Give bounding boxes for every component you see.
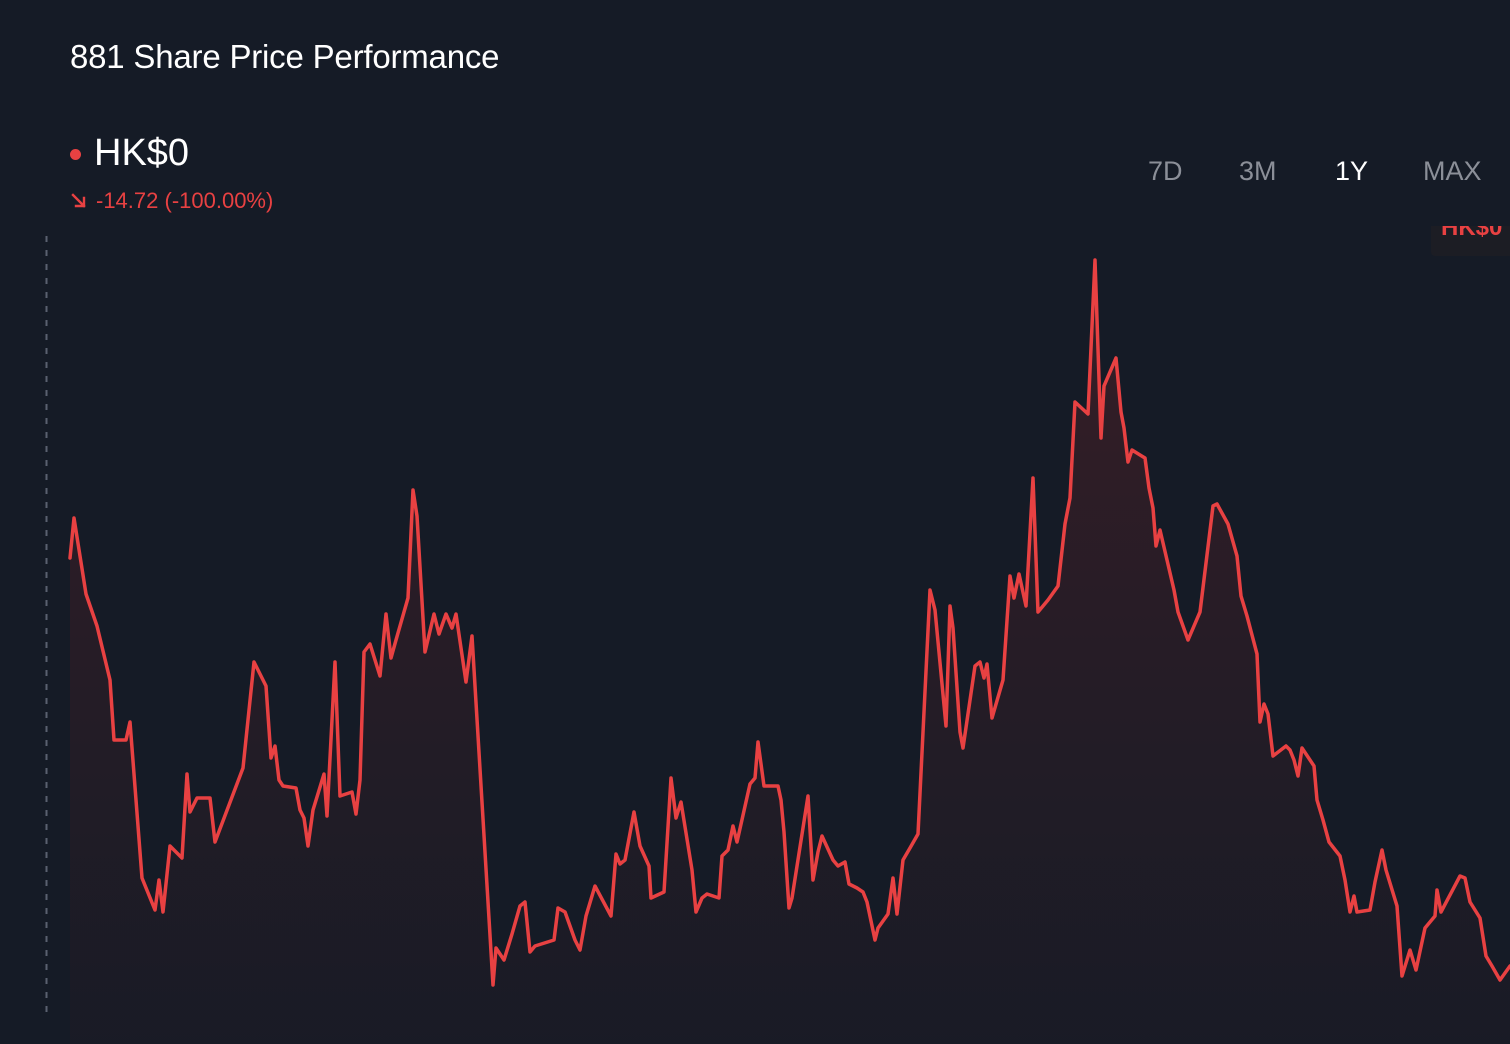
last-price-text: HK$0: [1441, 226, 1503, 241]
price-area: [70, 260, 1510, 1044]
last-price-label: HK$0: [1431, 226, 1510, 256]
range-tab-max[interactable]: MAX: [1423, 156, 1482, 186]
page-title: 881 Share Price Performance: [70, 38, 500, 75]
price-indicator-dot-icon: [70, 149, 81, 160]
price-change: -14.72 (-100.00%): [70, 188, 273, 214]
arrow-down-right-icon: [70, 192, 88, 210]
price-line: [68, 258, 1510, 987]
range-tab-3m[interactable]: 3M: [1239, 156, 1277, 186]
price-value: HK$0: [94, 132, 190, 174]
range-tab-7d[interactable]: 7D: [1148, 156, 1183, 186]
current-price: HK$0: [70, 132, 189, 175]
price-change-value: -14.72 (-100.00%): [96, 188, 274, 213]
range-tab-1y[interactable]: 1Y: [1335, 156, 1369, 186]
